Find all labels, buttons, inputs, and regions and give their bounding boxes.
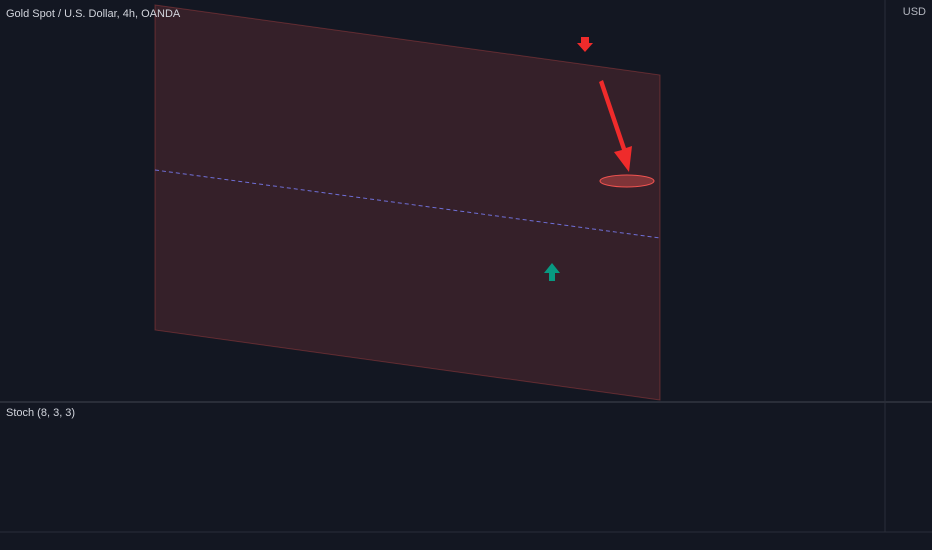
annotations [544,37,655,281]
stoch-title: Stoch (8, 3, 3) [6,407,75,419]
up-arrow [544,263,560,281]
down-arrow [577,37,593,52]
currency-bg [896,4,928,20]
channel-midline [154,169,661,239]
target-arrow [599,80,632,172]
currency: USD [903,6,926,18]
chart-title: Gold Spot / U.S. Dollar, 4h, OANDA [6,8,181,20]
target-zone [599,174,655,188]
channel [154,4,661,401]
